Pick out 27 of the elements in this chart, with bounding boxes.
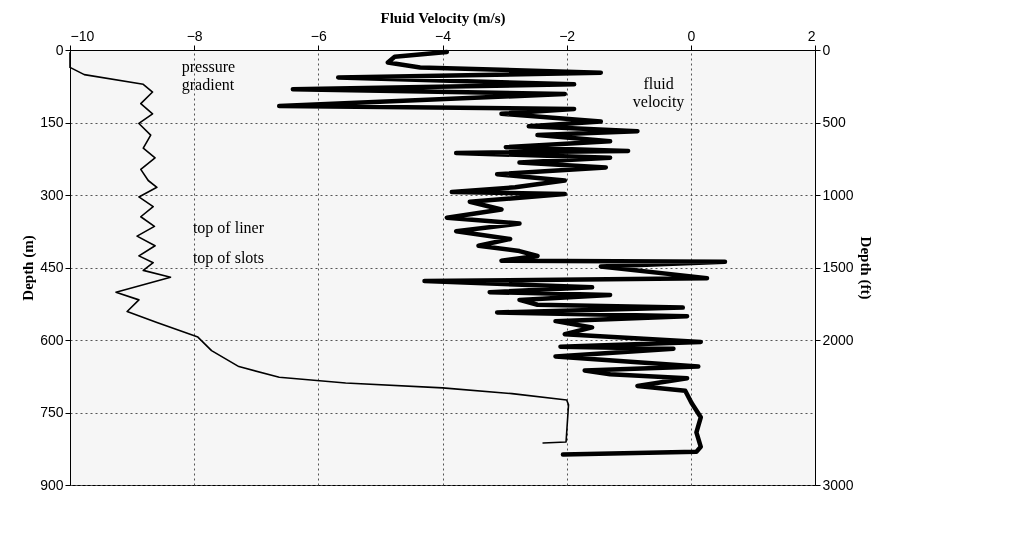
series-label: pressure gradient — [181, 57, 236, 94]
x-tick-label: 0 — [687, 27, 696, 44]
y2-tick-label: 0 — [822, 41, 831, 58]
x-tick-label: −4 — [435, 27, 452, 44]
y-tick-label: 0 — [55, 41, 64, 58]
series-label: fluid velocity — [632, 75, 685, 112]
y-tick-label: 300 — [40, 186, 64, 203]
y2-tick-label: 1500 — [822, 259, 854, 275]
y2-tick-label: 1000 — [822, 186, 854, 203]
x-tick-label: −6 — [310, 27, 328, 44]
annotation: top of slots — [192, 249, 265, 268]
y-tick-label: 750 — [40, 404, 64, 420]
y2-tick-label: 3000 — [822, 476, 854, 493]
y2-tick-label: 500 — [822, 114, 847, 130]
y-tick-label: 150 — [40, 114, 64, 130]
y-tick-label: 450 — [40, 259, 64, 275]
y-axis-title: Depth (m) — [20, 235, 38, 301]
x-tick-label: −8 — [186, 27, 203, 44]
y-tick-label: 900 — [40, 476, 64, 493]
x-tick-label: −2 — [559, 27, 576, 44]
annotation: top of liner — [192, 219, 265, 238]
y2-axis-title: Depth (ft) — [856, 236, 874, 300]
y2-tick-label: 2000 — [822, 331, 854, 348]
x-axis-title: Fluid Velocity (m/s) — [380, 9, 506, 27]
y-tick-label: 600 — [40, 331, 64, 348]
x-tick-label: 2 — [807, 27, 816, 44]
x-tick-label: −10 — [70, 27, 95, 44]
